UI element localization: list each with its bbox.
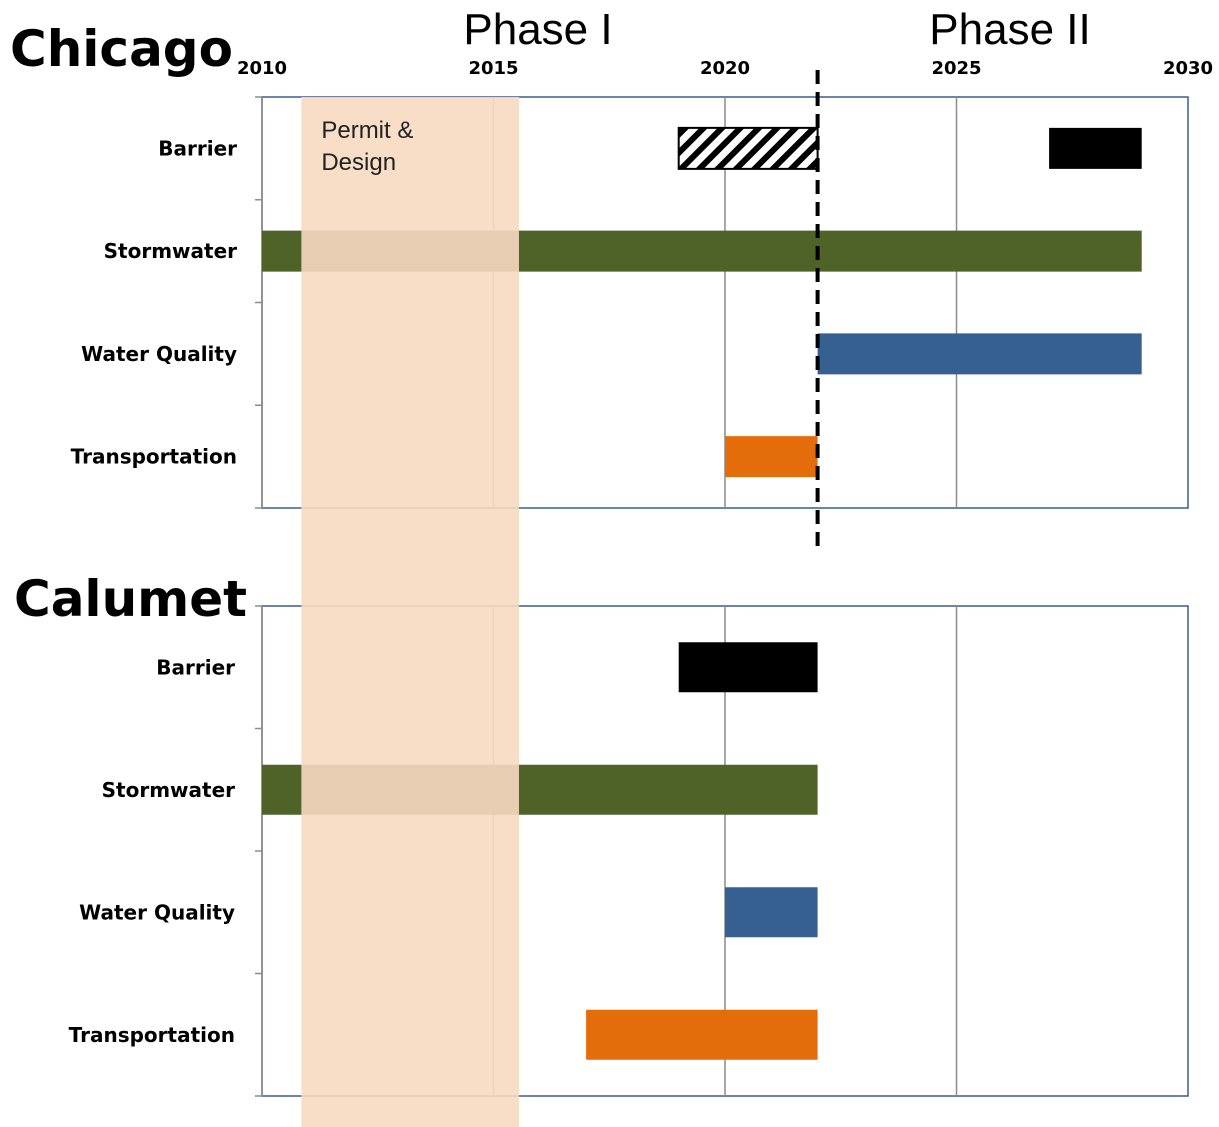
x-tick-label-2025: 2025 [931,58,981,79]
calumet-panel-title: Calumet [14,570,247,628]
calumet-bar-water-quality-0 [725,887,818,938]
chicago-row-label-water-quality: Water Quality [81,342,237,366]
calumet-row-label-barrier: Barrier [156,655,235,679]
permit-design-label-line1: Permit & [321,117,413,144]
phase-2-label: Phase II [929,5,1090,54]
x-tick-label-2020: 2020 [700,58,750,79]
x-tick-label-2015: 2015 [468,58,518,79]
chicago-row-label-stormwater: Stormwater [104,239,238,263]
permit-design-band [301,97,519,1127]
calumet-row-label-stormwater: Stormwater [102,778,236,802]
chicago-bar-transportation-0 [725,436,818,478]
calumet-row-label-transportation: Transportation [69,1023,235,1047]
calumet-row-label-water-quality: Water Quality [79,900,235,924]
calumet-bar-barrier-0 [678,642,818,693]
x-tick-label-2010: 2010 [237,58,287,79]
permit-design-label-line2: Design [321,149,396,176]
chicago-bar-barrier-0 [677,126,819,170]
chicago-row-label-barrier: Barrier [158,136,237,160]
chicago-row-label-transportation: Transportation [71,445,237,469]
chicago-bar-barrier-1 [1049,127,1142,169]
chicago-bar-water-quality-0 [817,333,1142,375]
chicago-panel-title: Chicago [10,20,233,78]
phase-1-label: Phase I [463,5,612,54]
x-tick-label-2030: 2030 [1163,58,1213,79]
calumet-bar-transportation-0 [586,1009,818,1060]
